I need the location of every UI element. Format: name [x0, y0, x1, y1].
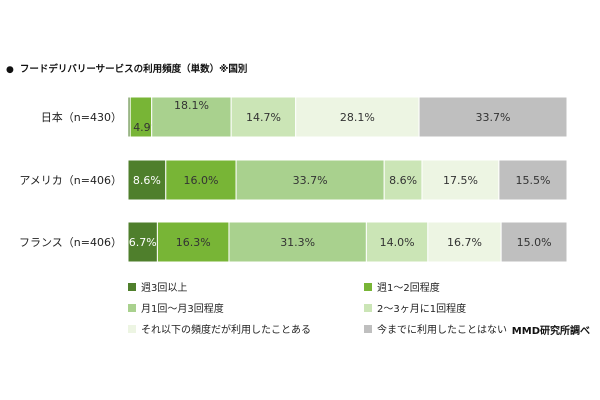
legend-swatch	[364, 303, 372, 312]
bar-segment	[421, 159, 500, 201]
category-label: フランス（n=406）	[19, 236, 122, 249]
bar-segment	[427, 221, 502, 263]
data-label: 8.6%	[389, 174, 417, 187]
legend-label: 月1回～月3回程度	[141, 304, 224, 315]
legend-item-weekly-3-plus: 週3回以上	[128, 279, 187, 294]
legend-item-never-used: 今までに利用したことはない	[364, 321, 507, 336]
legend-swatch	[364, 324, 372, 333]
bar-segment	[295, 96, 420, 138]
legend-swatch	[128, 303, 136, 312]
legend-label: 週1～2回程度	[377, 283, 440, 294]
legend-label: 2～3ヶ月に1回程度	[377, 304, 467, 315]
legend-swatch	[364, 282, 372, 291]
data-label: 33.7%	[293, 174, 328, 187]
legend-label: 週3回以上	[141, 283, 188, 294]
bar-segment	[228, 221, 367, 263]
legend-swatch	[128, 324, 136, 333]
chart-title: ● フードデリバリーサービスの利用頻度（単数）※国別	[6, 61, 247, 75]
bar-segment	[127, 221, 158, 263]
title-bullet: ●	[6, 65, 14, 75]
bar-segment	[498, 159, 568, 201]
data-label: 33.7%	[476, 111, 511, 124]
legend-swatch	[128, 282, 136, 291]
category-label: アメリカ（n=406）	[19, 174, 122, 187]
bar-segment	[165, 159, 237, 201]
data-label: 6.7%	[129, 236, 157, 249]
category-label: 日本（n=430）	[41, 110, 122, 124]
data-label: 15.5%	[515, 174, 550, 187]
legend-item-every-2-3-months: 2～3ヶ月に1回程度	[364, 300, 466, 315]
data-label: 18.1%	[174, 99, 209, 112]
bar-segment	[418, 96, 568, 138]
legend-item-weekly-1-2: 週1～2回程度	[364, 279, 440, 294]
data-label: 16.0%	[183, 174, 218, 187]
bar-segment	[230, 96, 297, 138]
data-label: 16.7%	[447, 236, 482, 249]
legend: 週3回以上 週1～2回程度 月1回～月3回程度 2～3ヶ月に1回程度 それ以下の…	[128, 279, 528, 339]
data-label: 14.7%	[246, 111, 281, 124]
chart-title-text: フードデリバリーサービスの利用頻度（単数）※国別	[19, 64, 248, 75]
data-label: 8.6%	[133, 174, 161, 187]
legend-label: 今までに利用したことはない	[377, 325, 507, 336]
bar-segment	[500, 221, 568, 263]
data-label: 15.0%	[517, 236, 552, 249]
data-label: 14.0%	[380, 236, 415, 249]
legend-label: それ以下の頻度だが利用したことある	[141, 325, 311, 336]
data-label: 16.3%	[176, 236, 211, 249]
legend-item-monthly: 月1回～月3回程度	[128, 300, 224, 315]
bar-segment	[151, 96, 232, 138]
data-label: 31.3%	[280, 236, 315, 249]
bar-segment	[365, 221, 429, 263]
data-label: 28.1%	[340, 111, 375, 124]
bar-segment	[127, 159, 167, 201]
legend-item-less-often: それ以下の頻度だが利用したことある	[128, 321, 311, 336]
data-label: 17.5%	[443, 174, 478, 187]
source-note: MMD研究所調べ	[511, 326, 590, 337]
